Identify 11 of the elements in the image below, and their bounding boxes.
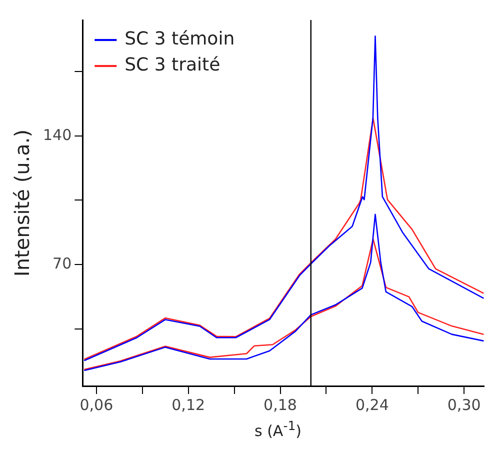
x-tick-label: 0,24 (355, 396, 389, 414)
x-tick-label: 0,12 (172, 396, 206, 414)
x-tick-label: 0,06 (80, 396, 114, 414)
y-tick-label: 70 (52, 254, 72, 273)
legend-label: SC 3 traité (124, 54, 220, 76)
x-axis-title: s (A$^{-1}$) (253, 418, 303, 440)
x-tick-label: 0,30 (447, 396, 481, 414)
x-tick-label: 0,18 (264, 396, 297, 414)
y-axis-title: Intensité (u.a.) (10, 129, 34, 277)
y-tick-label: 140 (42, 126, 72, 144)
legend-label: SC 3 témoin (124, 28, 235, 50)
